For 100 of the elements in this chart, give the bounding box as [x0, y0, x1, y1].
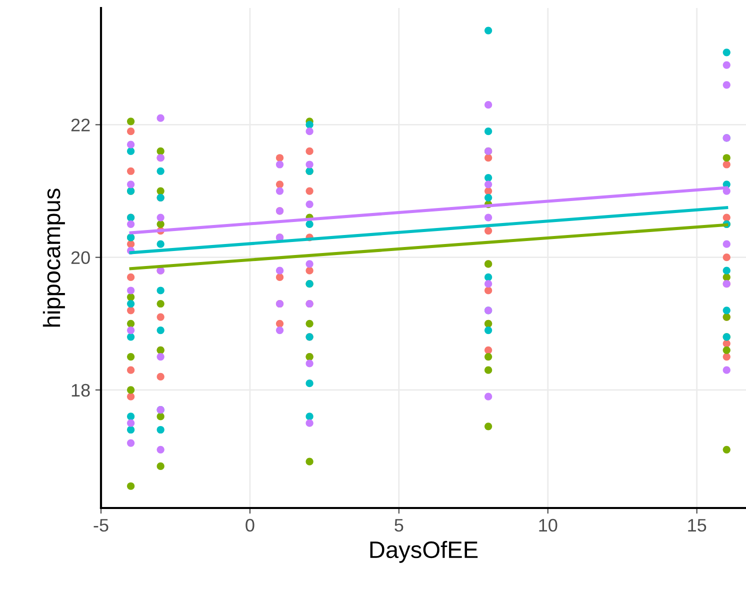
point	[484, 280, 492, 288]
point	[484, 214, 492, 222]
x-tick-label: -5	[94, 519, 108, 532]
point	[156, 114, 164, 122]
point	[722, 353, 730, 361]
point	[722, 306, 730, 314]
point	[156, 353, 164, 361]
x-tick-label: 15	[688, 519, 706, 532]
point	[156, 300, 164, 308]
point	[156, 214, 164, 222]
point	[306, 200, 314, 208]
point	[306, 120, 314, 129]
point	[126, 306, 135, 314]
point	[126, 180, 135, 188]
y-tick-label: 18	[72, 384, 90, 397]
point	[484, 174, 492, 182]
point	[156, 426, 164, 434]
point	[156, 187, 164, 195]
point	[156, 220, 164, 228]
point	[156, 167, 164, 175]
point	[484, 128, 492, 136]
point	[484, 26, 492, 34]
point	[484, 286, 492, 294]
point	[306, 160, 314, 168]
point	[126, 386, 135, 394]
point	[484, 366, 492, 374]
point	[156, 326, 164, 334]
point	[484, 422, 492, 430]
point	[126, 286, 135, 294]
point	[306, 380, 314, 388]
point	[126, 147, 135, 156]
point	[156, 412, 164, 420]
point	[156, 372, 164, 381]
point	[306, 260, 314, 268]
point	[126, 118, 135, 126]
x-tick-label: 0	[246, 518, 254, 532]
x-axis-title: DaysOfEE	[370, 540, 478, 563]
point	[276, 266, 284, 274]
point	[722, 81, 730, 89]
point	[126, 128, 135, 136]
point	[722, 61, 730, 69]
point	[306, 412, 314, 420]
point	[126, 366, 135, 374]
point	[156, 462, 164, 470]
point	[722, 160, 730, 168]
point	[276, 154, 284, 162]
point	[306, 458, 314, 466]
point	[722, 48, 730, 56]
x-tick-label: 10	[539, 518, 558, 532]
point	[276, 273, 284, 282]
point	[722, 366, 730, 374]
point	[722, 446, 730, 454]
point	[126, 320, 135, 328]
point	[156, 240, 164, 248]
point	[276, 187, 284, 195]
point	[722, 240, 730, 248]
point	[156, 446, 164, 454]
point	[722, 154, 730, 162]
y-axis-title: hippocampus	[42, 188, 65, 327]
point	[126, 273, 135, 282]
point	[156, 147, 164, 156]
point	[306, 360, 314, 368]
point	[276, 160, 284, 168]
point	[126, 419, 135, 427]
point	[484, 392, 492, 400]
point	[484, 227, 492, 235]
point	[306, 419, 314, 427]
point	[484, 194, 492, 202]
point	[126, 392, 135, 400]
point	[126, 439, 135, 447]
point	[484, 180, 492, 188]
point	[306, 320, 314, 328]
point	[722, 214, 730, 222]
point	[484, 353, 492, 361]
point	[484, 101, 492, 109]
point	[126, 426, 135, 434]
point	[722, 346, 730, 354]
point	[722, 266, 730, 274]
point	[722, 254, 730, 262]
point	[126, 482, 135, 490]
point	[126, 326, 135, 334]
point	[484, 273, 492, 282]
point	[306, 187, 314, 195]
y-tick-label: 22	[71, 118, 90, 132]
point	[126, 220, 135, 228]
y-tick-label: 20	[71, 251, 90, 264]
point	[484, 154, 492, 162]
point	[276, 180, 284, 188]
point	[156, 286, 164, 294]
point	[126, 412, 135, 420]
point	[484, 346, 492, 354]
point	[306, 147, 314, 156]
point	[126, 333, 135, 341]
point	[156, 313, 164, 321]
point	[276, 320, 284, 328]
point	[484, 326, 492, 334]
point	[276, 326, 284, 334]
point	[306, 128, 314, 136]
point	[126, 300, 135, 308]
point	[126, 167, 135, 175]
